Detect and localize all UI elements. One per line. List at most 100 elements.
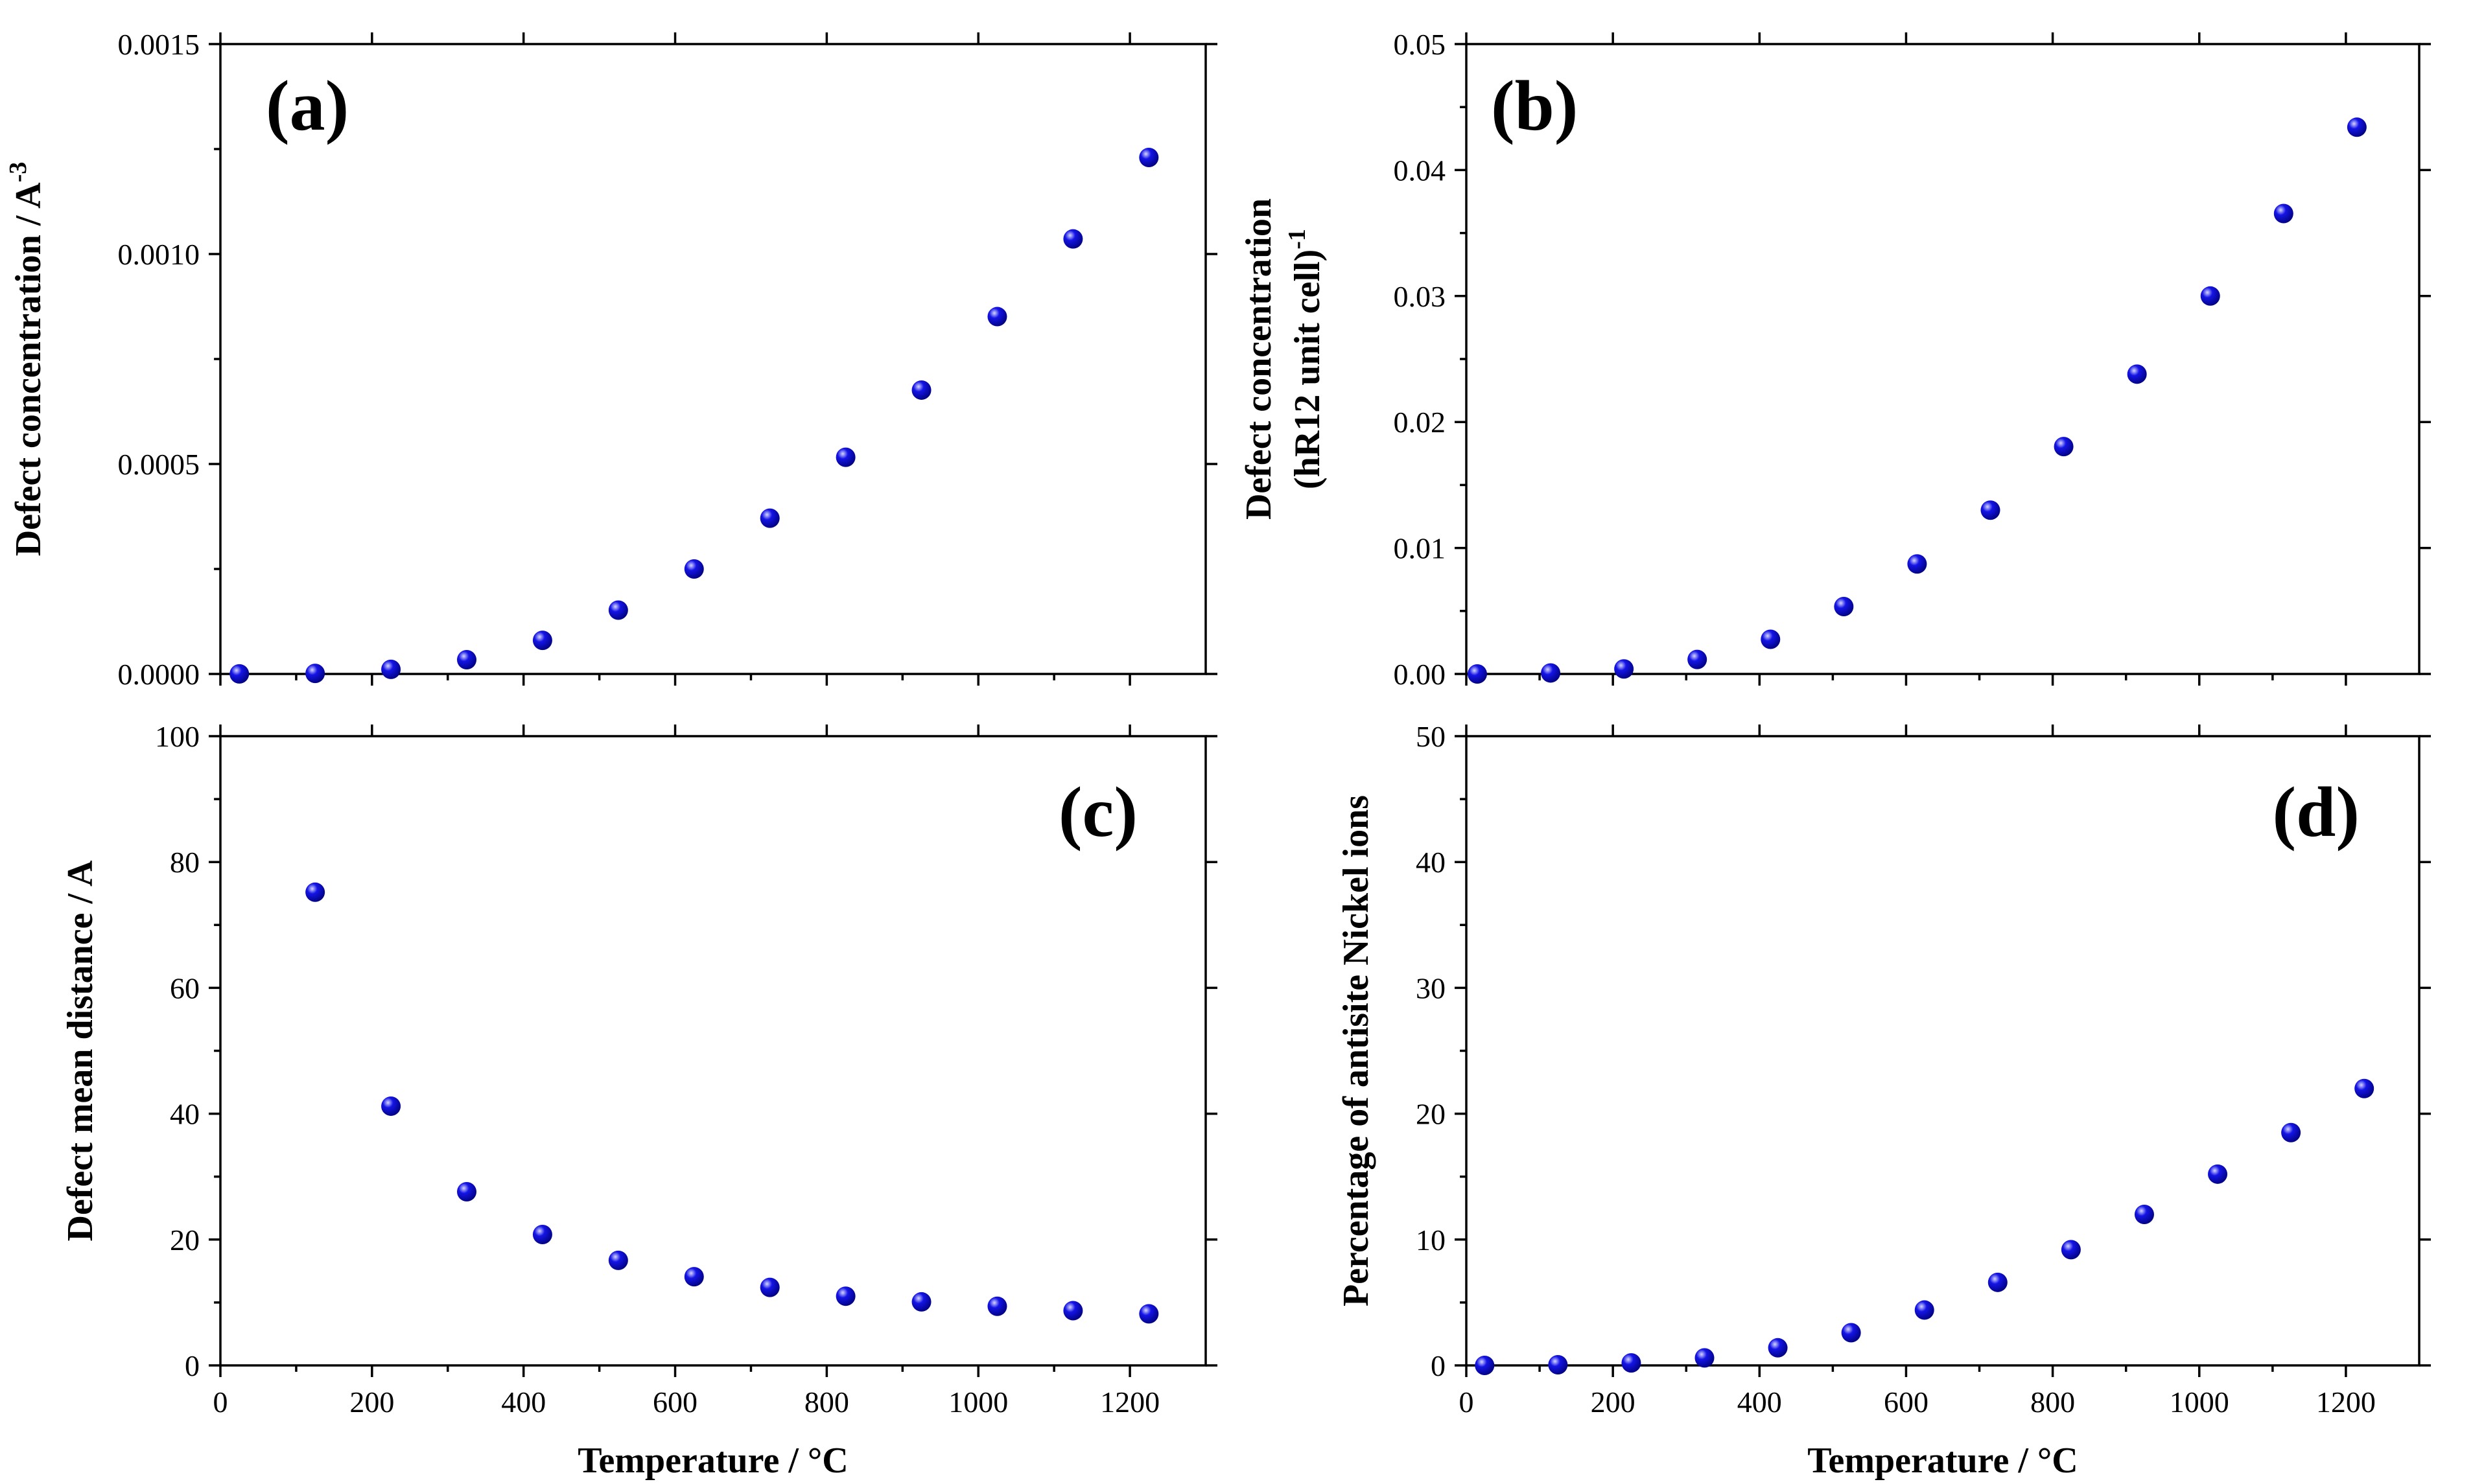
data-point <box>1063 229 1083 249</box>
x-tick-label: 400 <box>501 1385 546 1419</box>
y-tick-label: 0.03 <box>1394 280 1446 313</box>
x-tick-label: 0 <box>213 1385 228 1419</box>
data-point <box>1980 500 2000 520</box>
y-tick-label: 0.01 <box>1394 532 1446 565</box>
data-point <box>1139 147 1159 167</box>
x-tick-label: 200 <box>349 1385 394 1419</box>
x-tick-label: 200 <box>1591 1385 1635 1419</box>
panel-tag: (b) <box>1491 66 1578 145</box>
data-point <box>305 882 325 902</box>
y-axis-label-superscript: -1 <box>1283 229 1311 249</box>
data-point <box>2273 203 2293 224</box>
x-tick-label: 800 <box>2030 1385 2075 1419</box>
y-tick-label: 100 <box>155 720 200 753</box>
data-point <box>1467 664 1487 684</box>
y-axis-label: Percentage of antisite Nickel ions <box>1336 795 1376 1306</box>
data-point <box>1687 649 1707 669</box>
data-point <box>2127 364 2147 384</box>
data-point <box>1987 1272 2008 1292</box>
data-point <box>760 508 780 528</box>
y-tick-label: 0 <box>1431 1349 1446 1382</box>
data-point <box>1621 1353 1641 1373</box>
y-tick-label: 30 <box>1416 971 1446 1004</box>
y-axis-label: Defect concentration <box>1239 198 1279 520</box>
x-axis-label: Temperature / °C <box>1807 1441 2078 1481</box>
y-axis-label-line2: (hR12 unit cell)-1 <box>1283 229 1328 489</box>
x-tick-label: 600 <box>1884 1385 1928 1419</box>
data-point <box>1761 629 1781 649</box>
data-point <box>305 664 325 684</box>
data-point <box>1768 1338 1788 1358</box>
panel-b: 0.00 0.01 0.02 0.03 0.04 0.05 (b) Defect concen… <box>1239 28 2431 691</box>
panel-tag: (a) <box>266 66 349 145</box>
data-point <box>1907 554 1927 574</box>
data-point <box>1475 1356 1495 1375</box>
data-point <box>684 559 704 579</box>
data-point <box>457 649 476 669</box>
data-point <box>1614 659 1634 679</box>
data-point <box>608 1250 628 1270</box>
data-point <box>911 1292 932 1312</box>
data-point <box>836 1286 856 1306</box>
panel-c: 0 200 400 600 800 1000 1200 0 20 40 60 80 100 (c) Defe… <box>60 720 1217 1481</box>
y-axis-label-superscript: -3 <box>5 162 32 183</box>
panel-d: 0 200 400 600 800 1000 1200 0 10 20 30 40 50 (d) Perce… <box>1336 720 2431 1481</box>
data-point <box>1541 663 1561 683</box>
y-tick-label: 10 <box>1416 1223 1446 1257</box>
y-tick-label: 20 <box>170 1223 200 1257</box>
y-axis-label: Defect mean distance / A <box>60 860 100 1241</box>
data-point <box>2208 1164 2228 1184</box>
data-point <box>1914 1300 1934 1320</box>
data-point <box>608 600 628 620</box>
data-point <box>532 1225 552 1245</box>
y-tick-label: 0.02 <box>1394 406 1446 439</box>
x-tick-label: 0 <box>1459 1385 1474 1419</box>
y-tick-label: 0.05 <box>1394 28 1446 61</box>
data-point <box>1694 1348 1715 1368</box>
data-point <box>2134 1204 2154 1224</box>
data-point <box>1063 1301 1083 1321</box>
y-tick-label: 0.0015 <box>118 28 200 61</box>
data-point <box>987 307 1007 327</box>
y-tick-label: 0.04 <box>1394 154 1446 187</box>
y-tick-label: 80 <box>170 846 200 879</box>
y-tick-label: 50 <box>1416 720 1446 753</box>
x-tick-label: 600 <box>653 1385 697 1419</box>
data-point <box>532 631 552 651</box>
data-point <box>2200 286 2220 306</box>
x-tick-label: 1200 <box>1100 1385 1160 1419</box>
y-tick-label: 60 <box>170 971 200 1004</box>
data-point <box>760 1277 780 1297</box>
plot-frame <box>1465 43 2420 675</box>
y-tick-label: 40 <box>1416 846 1446 879</box>
plot-frame <box>219 43 1207 675</box>
data-point <box>229 664 250 684</box>
y-tick-label: 0.0005 <box>118 448 200 481</box>
data-point <box>2054 437 2074 457</box>
y-tick-label: 20 <box>1416 1098 1446 1131</box>
x-tick-label: 1200 <box>2316 1385 2376 1419</box>
x-axis-label: Temperature / °C <box>578 1441 848 1481</box>
data-point <box>684 1267 704 1287</box>
panel-tag: (d) <box>2273 772 2360 852</box>
y-axis-label: Defect concentration / A-3 <box>5 162 49 557</box>
data-point <box>911 380 932 400</box>
data-point <box>381 1096 401 1116</box>
x-tick-label: 1000 <box>948 1385 1008 1419</box>
panel-a: 0.0000 0.0005 0.0010 0.0015 (a) Defect concen… <box>5 28 1217 691</box>
data-point <box>457 1182 476 1202</box>
data-point <box>1841 1323 1861 1343</box>
y-tick-label: 0.00 <box>1394 658 1446 691</box>
y-tick-label: 0 <box>185 1349 200 1382</box>
data-point <box>1834 596 1854 616</box>
data-point <box>381 659 401 679</box>
data-point <box>2347 117 2367 137</box>
data-point <box>2281 1122 2301 1142</box>
x-tick-label: 800 <box>804 1385 849 1419</box>
data-point <box>2354 1078 2374 1098</box>
data-point <box>1548 1355 1568 1375</box>
data-point <box>836 447 856 467</box>
y-tick-label: 0.0000 <box>118 658 200 691</box>
data-point <box>987 1296 1007 1316</box>
